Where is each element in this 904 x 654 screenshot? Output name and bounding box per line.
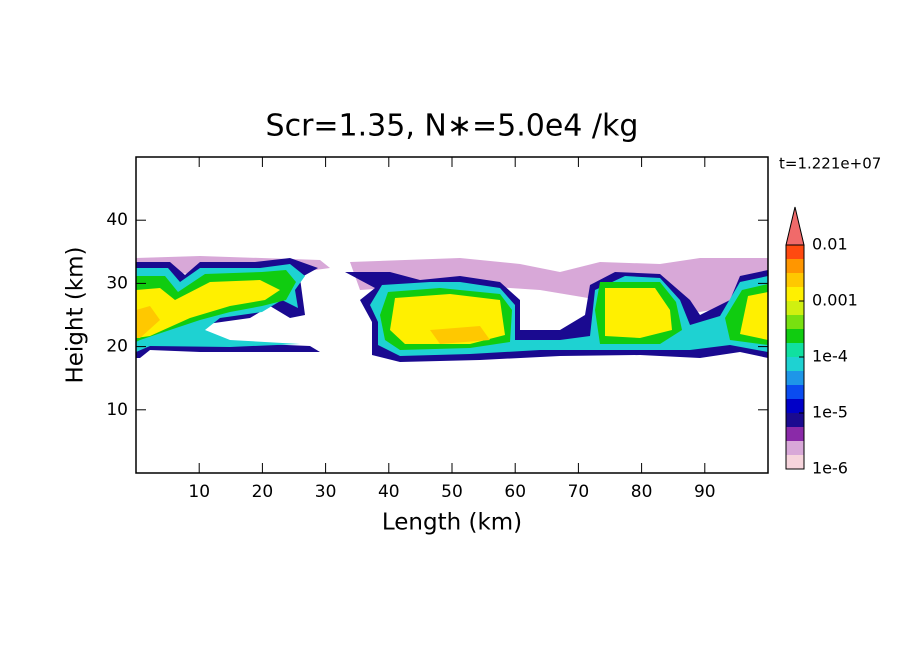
- y-tick-label: 30: [106, 273, 128, 293]
- colorbar-swatch: [786, 385, 804, 399]
- contour-field: [136, 256, 768, 362]
- x-tick-label: 80: [631, 482, 653, 502]
- x-axis-label: Length (km): [382, 510, 522, 536]
- x-tick-label: 50: [441, 482, 463, 502]
- y-tick-label: 10: [106, 400, 128, 420]
- x-tick-label: 40: [378, 482, 400, 502]
- colorbar-extend: [785, 206, 805, 246]
- y-tick-label: 20: [106, 337, 128, 357]
- colorbar-swatch: [786, 329, 804, 343]
- colorbar-tick-label: 1e-6: [812, 459, 848, 478]
- y-axis-label: Height (km): [63, 246, 89, 383]
- colorbar-tick-label: 0.001: [812, 291, 858, 310]
- colorbar-swatch: [786, 441, 804, 455]
- x-tick-label: 70: [568, 482, 590, 502]
- colorbar-swatch: [786, 371, 804, 385]
- colorbar-swatch: [786, 245, 804, 259]
- x-tick-label: 30: [315, 482, 337, 502]
- colorbar-swatch: [786, 315, 804, 329]
- annotation: t=1.221e+07: [779, 155, 881, 173]
- y-tick-label: 40: [106, 210, 128, 230]
- colorbar-swatch: [786, 273, 804, 287]
- colorbar-swatch: [786, 301, 804, 315]
- colorbar-tick-label: 1e-4: [812, 347, 848, 366]
- colorbar-swatch: [786, 455, 804, 469]
- colorbar-swatch: [786, 287, 804, 301]
- colorbar-swatch: [786, 357, 804, 371]
- colorbar-swatch: [786, 413, 804, 427]
- colorbar-swatch: [786, 259, 804, 273]
- chart-title: Scr=1.35, N∗=5.0e4 /kg: [266, 109, 639, 144]
- contour-region: [136, 280, 768, 344]
- x-tick-label: 90: [694, 482, 716, 502]
- colorbar-tick-label: 0.01: [812, 235, 848, 254]
- colorbar-tick-label: 1e-5: [812, 403, 848, 422]
- x-tick-label: 10: [188, 482, 210, 502]
- colorbar-swatch: [786, 343, 804, 357]
- x-tick-label: 60: [504, 482, 526, 502]
- x-tick-label: 20: [252, 482, 274, 502]
- colorbar-swatch: [786, 399, 804, 413]
- contour-region: [136, 306, 490, 344]
- colorbar-swatch: [786, 427, 804, 441]
